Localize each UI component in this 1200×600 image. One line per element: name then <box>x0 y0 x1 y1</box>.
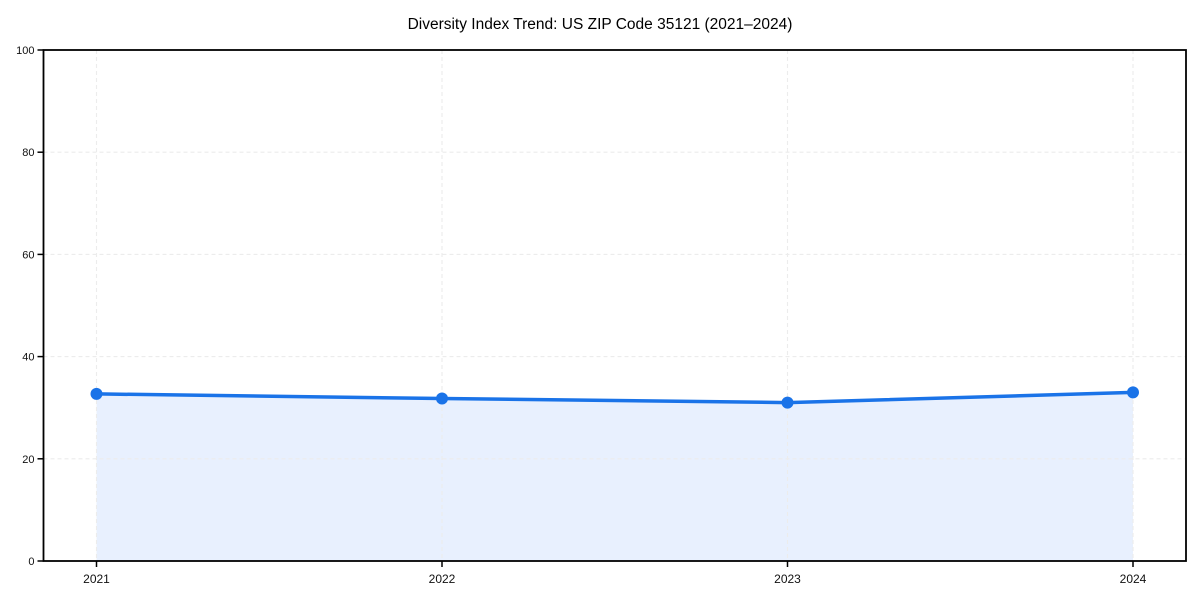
x-tick-label: 2022 <box>429 572 456 586</box>
y-tick-label: 20 <box>22 454 34 466</box>
data-point-marker-2021 <box>90 387 103 400</box>
y-tick-label: 40 <box>22 352 34 364</box>
data-point-marker-2024 <box>1127 386 1139 399</box>
x-tick-label: 2023 <box>774 572 801 586</box>
y-tick-label: 0 <box>28 556 34 568</box>
y-tick-label: 60 <box>22 249 34 261</box>
x-tick-label: 2021 <box>83 572 110 586</box>
y-tick-label: 80 <box>22 147 34 159</box>
area-fill <box>96 392 1133 561</box>
x-tick-label: 2024 <box>1120 572 1147 586</box>
chart-title: Diversity Index Trend: US ZIP Code 35121… <box>408 16 793 33</box>
data-point-marker-2023 <box>781 396 794 409</box>
trend-line <box>94 390 1135 405</box>
axis-box <box>42 49 1187 562</box>
y-tick-label: 100 <box>16 45 34 57</box>
data-point-marker-2022 <box>436 392 448 405</box>
